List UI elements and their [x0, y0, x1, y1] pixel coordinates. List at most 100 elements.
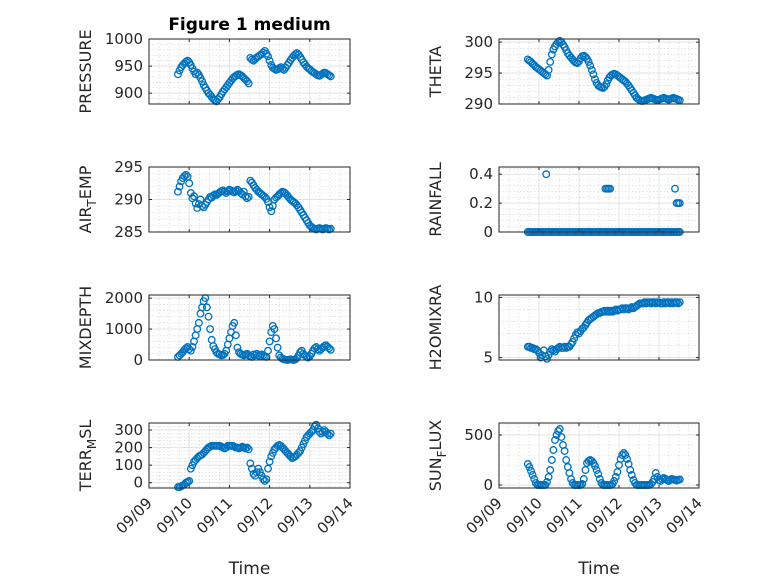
- axes-frame: [498, 422, 700, 489]
- data-point: [591, 75, 599, 84]
- data-point: [587, 66, 596, 74]
- data-point: [547, 50, 556, 59]
- data-point: [326, 429, 335, 438]
- x-tick-label: 09/12: [583, 494, 626, 537]
- y-tick-label: 500: [464, 426, 493, 444]
- data-point: [555, 425, 564, 433]
- data-point: [262, 475, 271, 484]
- data-point: [265, 337, 274, 346]
- x-tick-label: 09/10: [503, 494, 546, 537]
- x-tick-label: 09/13: [273, 494, 316, 537]
- subplot-mixdepth: 0 1000 2000 MIXDEPTH: [76, 286, 351, 369]
- y-axis-label: H2OMIXRA: [426, 285, 445, 371]
- axes-frame: [498, 166, 700, 233]
- data-series: [523, 425, 684, 489]
- data-point: [674, 299, 683, 308]
- data-point: [264, 464, 272, 473]
- data-point: [543, 478, 551, 486]
- data-point: [623, 455, 631, 463]
- data-point: [188, 343, 197, 351]
- data-point: [264, 346, 272, 355]
- data-point: [578, 480, 587, 488]
- data-point: [233, 343, 242, 352]
- data-point: [544, 351, 553, 360]
- data-point: [547, 456, 556, 464]
- data-point: [579, 475, 588, 483]
- data-point: [323, 429, 332, 438]
- y-tick-label: 0.2: [469, 194, 493, 212]
- data-point: [190, 192, 198, 201]
- data-point: [671, 184, 679, 193]
- data-point: [591, 462, 599, 470]
- data-point: [182, 170, 190, 179]
- y-tick-label: 300: [114, 421, 143, 439]
- y-tick-label: 5: [483, 349, 493, 367]
- data-point: [239, 187, 248, 196]
- y-label-subscript: T: [85, 199, 99, 208]
- y-label-part: EMP: [76, 165, 95, 199]
- data-point: [264, 52, 272, 61]
- axes-frame: [148, 38, 351, 105]
- data-point: [202, 303, 211, 312]
- y-axis-label: MIXDEPTH: [76, 286, 95, 369]
- data-point: [551, 436, 559, 444]
- data-point: [231, 331, 240, 340]
- y-tick-label: 290: [114, 191, 143, 209]
- y-tick-label: 200: [114, 439, 143, 457]
- data-point: [260, 477, 269, 485]
- y-tick-label: 0: [483, 476, 493, 494]
- x-tick-label: 09/09: [113, 494, 156, 537]
- y-tick-label: 100: [114, 456, 143, 474]
- data-point: [272, 334, 280, 343]
- data-point: [546, 466, 555, 474]
- data-point: [244, 79, 253, 88]
- x-tick-label: 09/09: [463, 494, 506, 537]
- data-point: [265, 56, 274, 65]
- x-axis-label-right: Time: [577, 559, 620, 579]
- data-point: [543, 354, 551, 363]
- x-tick-label: 09/14: [314, 494, 357, 537]
- y-tick-label: 295: [114, 158, 143, 176]
- data-point: [606, 184, 615, 193]
- data-point: [618, 451, 627, 459]
- axes-frame: [148, 294, 351, 361]
- data-point: [672, 298, 681, 307]
- data-point: [675, 475, 684, 484]
- data-point: [542, 170, 551, 179]
- y-axis-label: PRESSURE: [76, 29, 95, 113]
- y-tick-label: 1000: [105, 320, 143, 338]
- data-point: [568, 337, 577, 346]
- data-point: [204, 312, 213, 321]
- data-point: [613, 468, 622, 476]
- data-point: [273, 343, 282, 352]
- y-tick-label: 0: [133, 474, 143, 492]
- y-label-subscript: M: [85, 439, 99, 449]
- data-point: [543, 71, 551, 80]
- data-point: [546, 57, 555, 66]
- data-point: [180, 172, 189, 181]
- subplot-sun-flux: 0 500 SUNFLUX 09/0909/1009/1109/1209/1309/1…: [426, 420, 706, 538]
- y-tick-label: 900: [114, 84, 143, 102]
- data-point: [318, 427, 327, 436]
- data-point: [244, 192, 253, 201]
- data-point: [185, 477, 194, 485]
- data-point: [246, 459, 255, 468]
- y-tick-label: 950: [114, 57, 143, 75]
- data-point: [326, 345, 335, 354]
- x-axis-label-left: Time: [228, 559, 271, 579]
- data-series: [173, 420, 335, 492]
- axes-frame: [498, 294, 700, 361]
- y-tick-label: 2000: [105, 289, 143, 307]
- y-tick-label: 295: [464, 64, 493, 82]
- data-point: [267, 207, 276, 216]
- data-point: [194, 318, 203, 327]
- data-point: [326, 72, 335, 81]
- data-point: [610, 477, 619, 485]
- data-point: [243, 77, 252, 86]
- y-axis-label: RAINFALL: [426, 162, 445, 237]
- data-point: [244, 445, 253, 454]
- data-point: [528, 471, 537, 479]
- data-point: [325, 431, 334, 440]
- data-point: [230, 318, 239, 327]
